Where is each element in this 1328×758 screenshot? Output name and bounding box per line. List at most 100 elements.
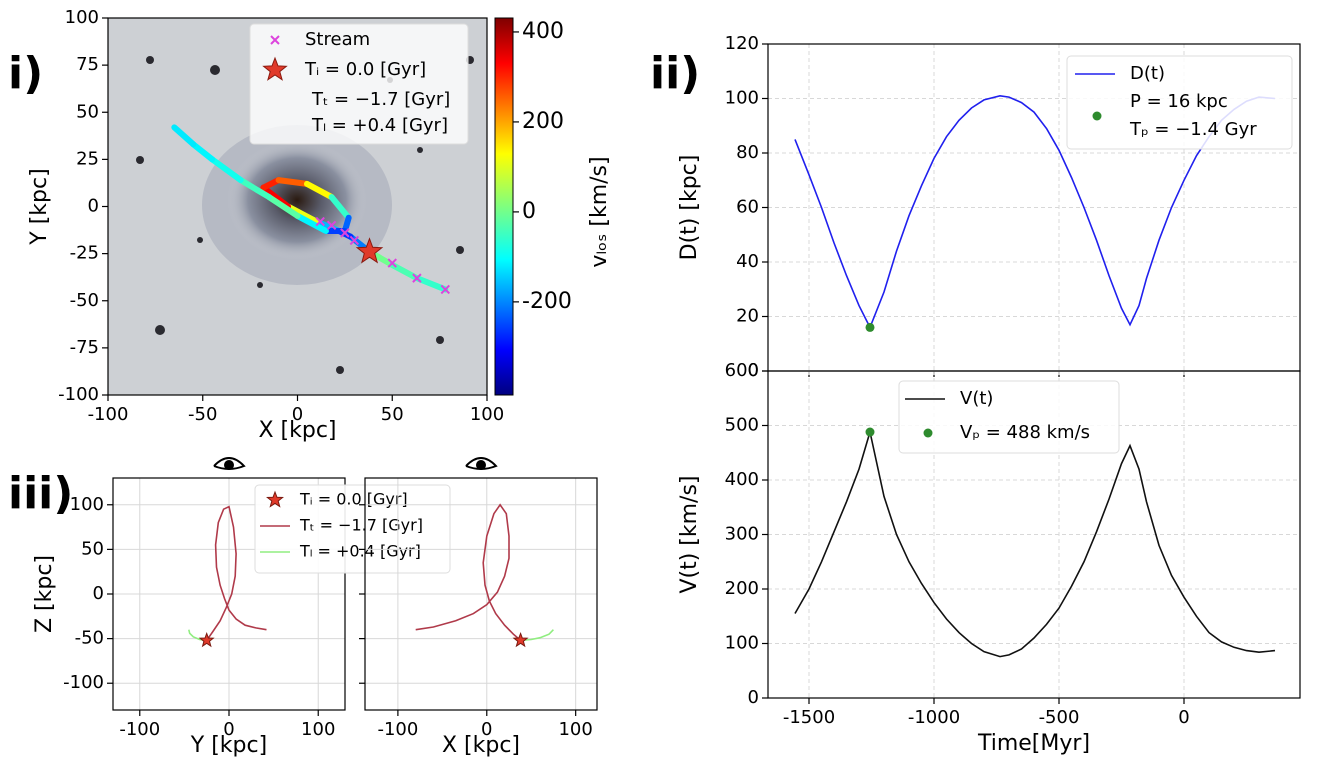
legend-label: Vₚ = 488 km/s [960, 422, 1090, 443]
y-tick-label: -100 [63, 672, 104, 693]
legend-label: Tₚ = −1.4 Gyr [1129, 119, 1257, 140]
axes-frame [767, 370, 1301, 699]
y-tick-label: 300 [725, 524, 759, 545]
colorbar-tick-label: 200 [522, 109, 564, 134]
legend-label: P = 16 kpc [1130, 91, 1228, 112]
x-axis-label: X [kpc] [258, 418, 336, 443]
x-tick-label: -100 [377, 719, 418, 740]
y-tick-label: 100 [725, 88, 759, 109]
legend-marker [923, 428, 933, 438]
colorbar-tick-label: 0 [522, 199, 536, 224]
y-tick-label: 600 [725, 360, 759, 381]
axes-frame [364, 477, 598, 711]
legend-box [249, 23, 469, 145]
colorbar-tick-label: -200 [522, 289, 572, 314]
legend-label: Tᵢ = 0.0 [Gyr] [299, 490, 408, 509]
orbit-segment [328, 194, 352, 221]
orbit-segment [190, 141, 216, 163]
legend-marker [266, 490, 284, 508]
star-marker [355, 237, 384, 264]
y-tick-label: 100 [725, 633, 759, 654]
y-tick-label: 400 [725, 469, 759, 490]
x-tick-label: -1500 [783, 707, 835, 728]
y-axis-label: Y [kpc] [27, 168, 52, 245]
stream-marker [387, 258, 397, 268]
legend-label: D(t) [1130, 63, 1165, 84]
orbit-segment [294, 212, 329, 235]
orbit-segment [209, 156, 244, 184]
panel-label: i) [8, 48, 43, 99]
colorbar-tick-label: 400 [522, 19, 564, 44]
legend-box [898, 380, 1120, 454]
stream-marker [326, 220, 337, 231]
y-tick-label: -50 [75, 628, 104, 649]
x-tick-label: 100 [470, 404, 504, 425]
x-tick-label: 50 [381, 404, 404, 425]
legend-box [1066, 55, 1293, 150]
line [206, 505, 267, 641]
x-axis-label: X [kpc] [442, 733, 520, 758]
colorbar [494, 17, 514, 396]
y-tick-label: 20 [736, 306, 759, 327]
y-tick-label: -100 [58, 384, 99, 405]
pericenter-point [865, 322, 875, 332]
x-tick-label: 100 [558, 719, 592, 740]
x-tick-label: -500 [1039, 707, 1080, 728]
line [794, 94, 1276, 330]
y-tick-label: 100 [70, 494, 104, 515]
x-tick-label: -50 [188, 404, 217, 425]
stream-marker [315, 216, 325, 227]
y-axis-label: D(t) [kpc] [677, 155, 702, 261]
line [415, 503, 522, 642]
x-tick-label: -100 [119, 719, 160, 740]
panel-label: iii) [8, 468, 73, 519]
pericenter-point [865, 427, 875, 437]
orbit-segment [303, 180, 335, 201]
star-marker [198, 631, 215, 648]
orbit-segment [389, 261, 420, 282]
y-tick-label: 60 [736, 197, 759, 218]
stream-marker [440, 284, 451, 295]
y-tick-label: 25 [76, 148, 99, 169]
y-tick-label: 120 [725, 33, 759, 54]
y-axis-label: Z [kpc] [32, 555, 57, 633]
legend-marker [262, 56, 288, 81]
y-tick-label: 100 [65, 7, 99, 28]
stream-marker [349, 235, 360, 246]
orbit-segment [266, 194, 301, 219]
x-axis-label: Y [kpc] [190, 733, 267, 758]
y-tick-label: 40 [736, 251, 759, 272]
orbit-segment [171, 124, 197, 148]
stream-marker [412, 273, 422, 283]
star-marker [512, 631, 529, 648]
x-tick-label: 0 [481, 719, 492, 740]
y-tick-label: 0 [748, 360, 759, 381]
eye-icon [213, 457, 498, 470]
legend-label: Tᵢ = 0.0 [Gyr] [304, 59, 426, 80]
y-tick-label: 0 [93, 583, 104, 604]
line [520, 629, 554, 642]
y-tick-label: 50 [81, 538, 104, 559]
x-tick-label: 0 [223, 719, 234, 740]
legend-label: Tₜ = −1.7 [Gyr] [311, 89, 450, 110]
line [794, 431, 1276, 658]
axes-frame [107, 17, 488, 396]
stream-marker [340, 228, 350, 238]
panel-label: ii) [650, 48, 700, 99]
orbit-segment [275, 177, 310, 187]
colorbar-label: vₗₒₛ [km/s] [587, 156, 612, 267]
y-axis-label: V(t) [km/s] [677, 475, 702, 593]
legend-box [254, 484, 451, 574]
legend-label: Tₗ = +0.4 [Gyr] [311, 115, 448, 136]
legend-marker [1092, 111, 1102, 121]
legend-label: Stream [305, 29, 370, 50]
x-axis-label: Time[Myr] [977, 731, 1090, 756]
y-tick-label: 500 [725, 415, 759, 436]
x-tick-label: 0 [292, 404, 303, 425]
y-tick-label: 50 [76, 101, 99, 122]
y-tick-label: -25 [70, 243, 99, 264]
x-tick-label: 100 [301, 719, 335, 740]
orbit-segment [413, 275, 449, 293]
y-tick-label: -75 [70, 337, 99, 358]
